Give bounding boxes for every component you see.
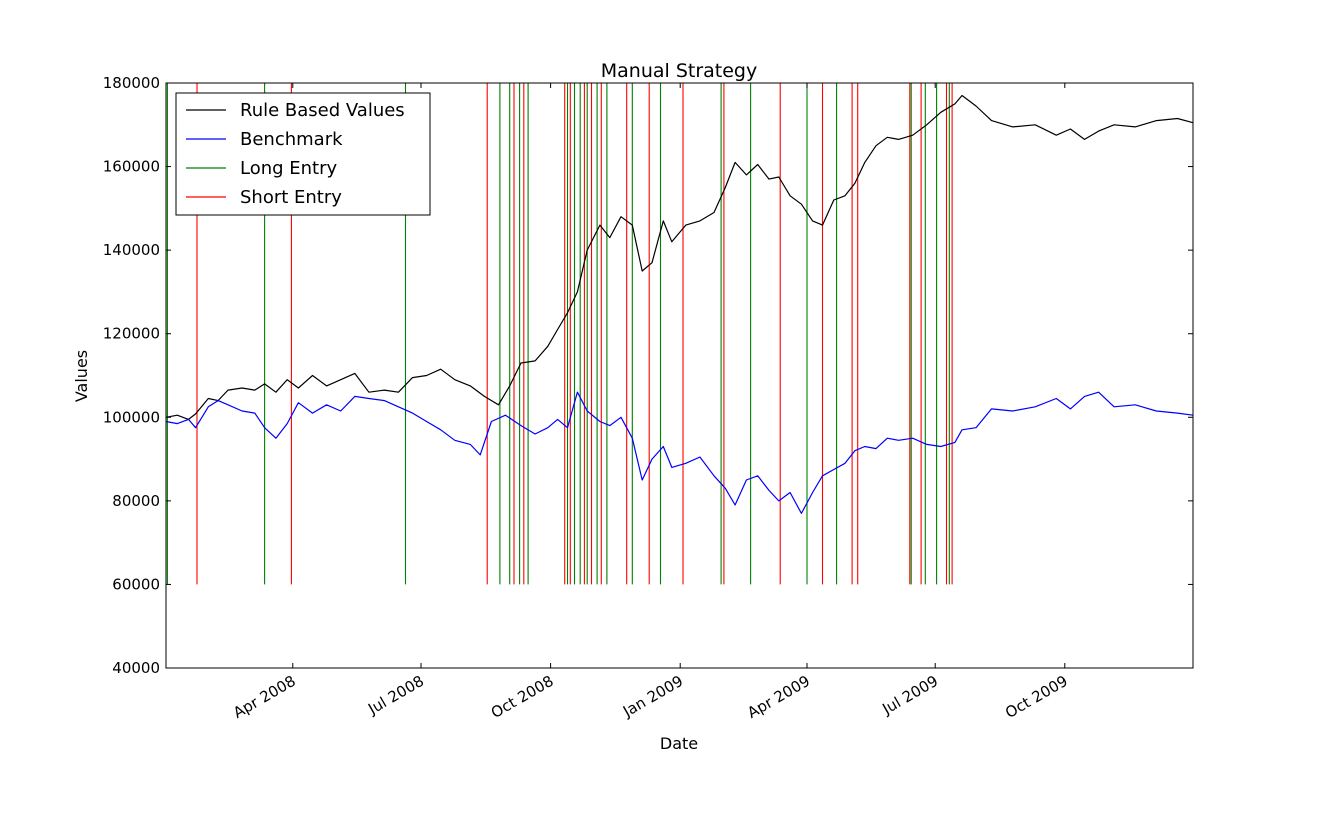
series-line-benchmark xyxy=(165,391,1194,515)
y-tick-label: 140000 xyxy=(103,241,160,259)
x-axis-label: Date xyxy=(660,734,698,753)
series-line-rule-based-values xyxy=(165,94,1194,420)
y-axis-label: Values xyxy=(72,350,91,402)
plot-frame xyxy=(165,82,1194,669)
y-axis: 40000 60000 80000 100000 120000 140000 160000 1… xyxy=(103,74,1193,677)
legend-box xyxy=(175,92,431,216)
legend-label-benchmark: Benchmark xyxy=(240,129,343,150)
legend-label-long-entry: Long Entry xyxy=(240,158,338,179)
y-tick-label: 40000 xyxy=(112,659,160,677)
y-tick-label: 60000 xyxy=(112,575,160,593)
series-lines xyxy=(165,94,1194,515)
y-tick-label: 160000 xyxy=(103,158,160,176)
chart-title: Manual Strategy xyxy=(601,60,758,82)
legend-label-short-entry: Short Entry xyxy=(240,187,342,208)
legend-label-rule-based-values: Rule Based Values xyxy=(240,100,405,121)
legend: Rule Based Values Benchmark Long Entry S… xyxy=(175,92,431,216)
y-tick-label: 100000 xyxy=(103,408,160,426)
y-tick-label: 120000 xyxy=(103,325,160,343)
y-tick-label: 180000 xyxy=(103,74,160,92)
y-tick-label: 80000 xyxy=(112,492,160,510)
